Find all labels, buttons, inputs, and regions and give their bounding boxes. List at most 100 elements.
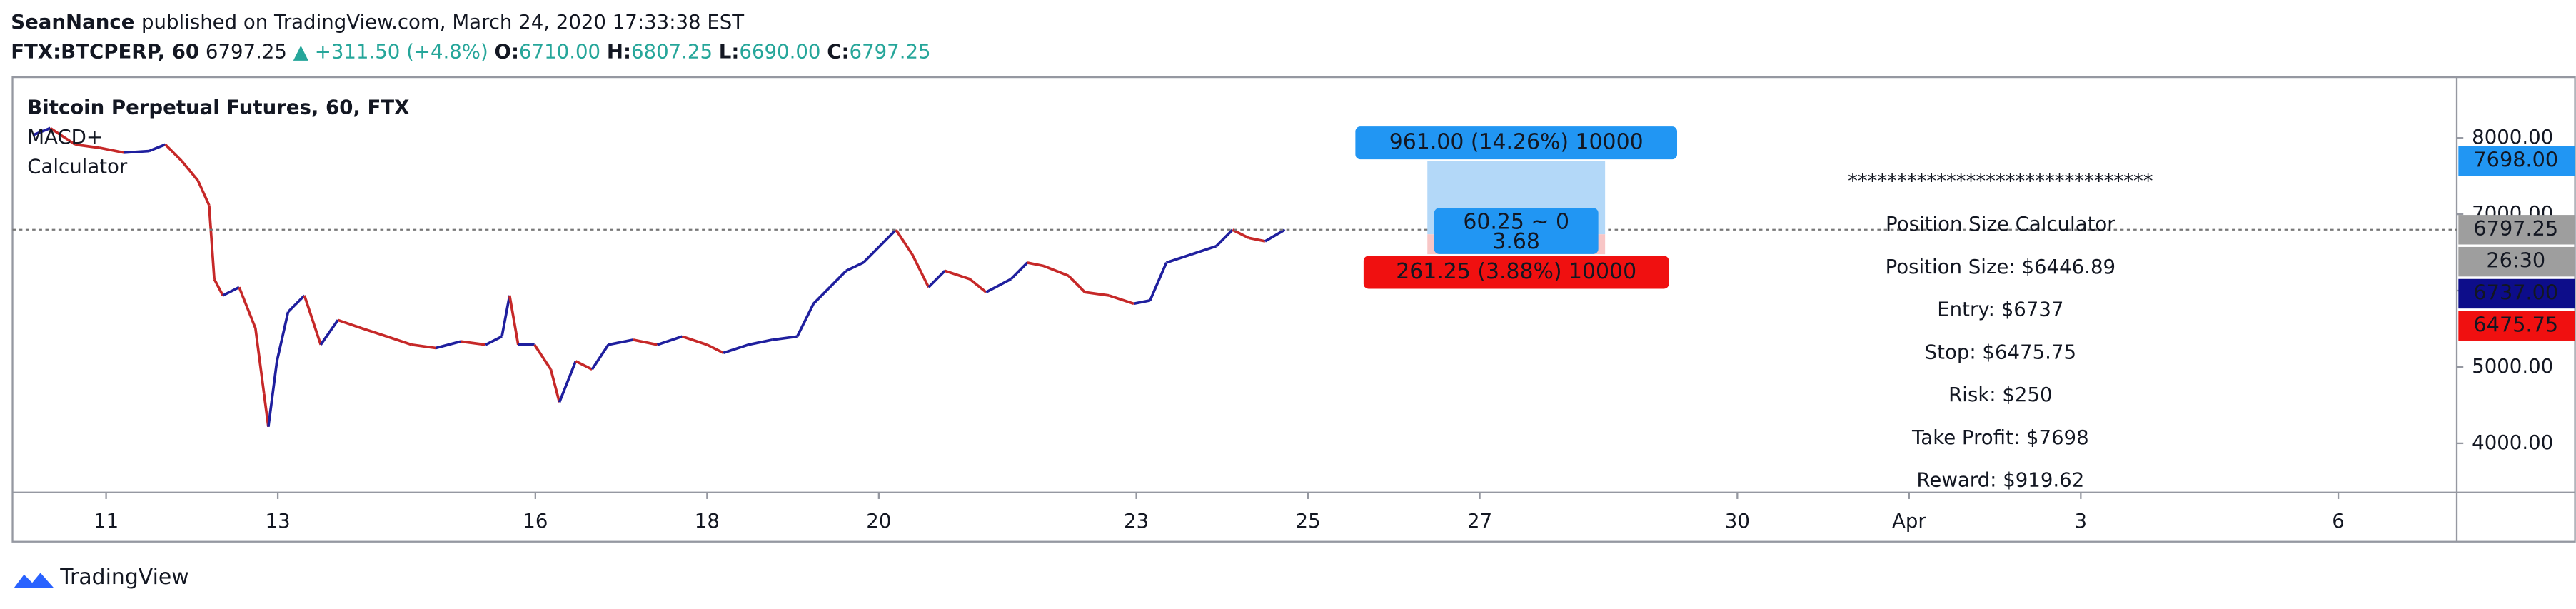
price-segment xyxy=(633,338,658,346)
price-segment xyxy=(485,335,503,346)
target-label-box xyxy=(1355,126,1678,160)
price-segment xyxy=(1108,294,1134,306)
price-segment xyxy=(1010,261,1029,281)
price-marker xyxy=(2458,146,2575,176)
price-marker-label: 6797.25 xyxy=(2473,216,2558,241)
price-marker xyxy=(2458,246,2575,277)
price-segment xyxy=(944,269,970,281)
price-segment xyxy=(575,360,593,371)
price-segment xyxy=(985,278,1012,293)
price-segment xyxy=(213,278,224,296)
price-segment xyxy=(500,295,511,337)
price-segment xyxy=(124,149,149,154)
price-segment xyxy=(508,295,520,346)
price-segment xyxy=(361,327,388,338)
calculator-line: ******************************* xyxy=(1848,169,2153,193)
price-segment xyxy=(33,126,51,136)
price-segment xyxy=(927,270,946,288)
price-marker xyxy=(2458,311,2575,341)
calculator-line: Take Profit: $7698 xyxy=(1911,426,2089,449)
price-marker-label: 6737.00 xyxy=(2473,280,2558,304)
price-segment xyxy=(276,311,290,362)
price-segment xyxy=(208,205,216,280)
price-marker-label: 6475.75 xyxy=(2473,312,2558,336)
x-tick-label: 18 xyxy=(695,509,720,533)
symbol: FTX:BTCPERP, 60 xyxy=(11,40,199,64)
last: 6797.25 xyxy=(206,40,287,64)
price-segment xyxy=(1067,274,1086,293)
price-segment xyxy=(748,338,773,346)
l-label: L: xyxy=(719,40,740,64)
x-tick-label: 16 xyxy=(523,509,548,533)
price-segment xyxy=(254,328,266,395)
price-segment xyxy=(1166,253,1192,264)
price-segment xyxy=(1232,228,1249,240)
price-segment xyxy=(319,319,339,346)
change: ▲ +311.50 (+4.8%) xyxy=(293,40,488,64)
brand[interactable]: TradingView xyxy=(14,565,189,590)
x-tick-label: 30 xyxy=(1725,509,1750,533)
price-segment xyxy=(828,270,847,288)
price-segment xyxy=(878,228,897,248)
price-segment xyxy=(1149,262,1168,301)
price-segment xyxy=(772,335,798,341)
price-segment xyxy=(911,253,930,288)
y-tick-label: 4000.00 xyxy=(2472,431,2553,454)
header: SeanNance published on TradingView.com, … xyxy=(11,10,744,34)
stop-label-box xyxy=(1363,256,1669,289)
o-label: O: xyxy=(495,40,519,64)
price-segment xyxy=(263,393,270,428)
price-segment xyxy=(1248,236,1266,243)
price-segment xyxy=(1264,228,1286,243)
calculator-line: Reward: $919.62 xyxy=(1916,468,2084,492)
entry-label-box xyxy=(1434,208,1599,254)
price-segment xyxy=(706,343,725,354)
price-segment xyxy=(164,144,183,162)
price-segment xyxy=(533,343,553,371)
y-tick-label: 8000.00 xyxy=(2472,125,2553,149)
price-segment xyxy=(845,261,864,273)
y-tick-label: 5000.00 xyxy=(2472,354,2553,378)
price-segment xyxy=(795,303,815,338)
brand-logo xyxy=(14,573,54,588)
price-segment xyxy=(681,335,708,346)
price-segment xyxy=(222,286,240,297)
calculator-line: Stop: $6475.75 xyxy=(1925,340,2076,363)
price-segment xyxy=(895,228,914,256)
price-segment xyxy=(181,160,199,182)
price-segment xyxy=(1215,228,1234,248)
x-tick-label: 23 xyxy=(1124,509,1149,533)
chart-frame xyxy=(11,76,2576,543)
price-segment xyxy=(435,340,461,350)
price-segment xyxy=(99,146,125,154)
price-segment xyxy=(1085,291,1110,297)
calculator-line: Position Size: $6446.89 xyxy=(1886,255,2115,278)
price-segment xyxy=(196,180,211,206)
entry-sublabel: 3.68 xyxy=(1492,229,1540,254)
stop-label: 261.25 (3.88%) 10000 xyxy=(1396,259,1636,284)
x-tick-label: 27 xyxy=(1467,509,1492,533)
price-segment xyxy=(238,286,257,329)
published: published on TradingView.com, March 24, … xyxy=(141,10,744,34)
x-tick-label: 25 xyxy=(1296,509,1321,533)
h: 6807.25 xyxy=(631,40,713,64)
price-segment xyxy=(1190,245,1217,256)
x-tick-label: Apr xyxy=(1892,509,1926,533)
c: 6797.25 xyxy=(850,40,931,64)
price-marker-label: 7698.00 xyxy=(2473,147,2558,171)
calculator-line: Position Size Calculator xyxy=(1886,212,2115,236)
price-segment xyxy=(287,294,306,313)
price-segment xyxy=(657,335,683,346)
price-segment xyxy=(386,335,413,346)
indicator-label: MACD+ xyxy=(27,125,103,149)
price-segment xyxy=(49,126,76,146)
price-segment xyxy=(549,368,561,403)
x-tick-label: 6 xyxy=(2332,509,2345,533)
target-label: 961.00 (14.26%) 10000 xyxy=(1389,130,1644,155)
x-tick-label: 13 xyxy=(266,509,291,533)
o: 6710.00 xyxy=(519,40,600,64)
calculator-line: Entry: $6737 xyxy=(1937,298,2063,321)
price-segment xyxy=(75,143,100,149)
l: 6690.00 xyxy=(739,40,820,64)
price-segment xyxy=(303,295,322,346)
